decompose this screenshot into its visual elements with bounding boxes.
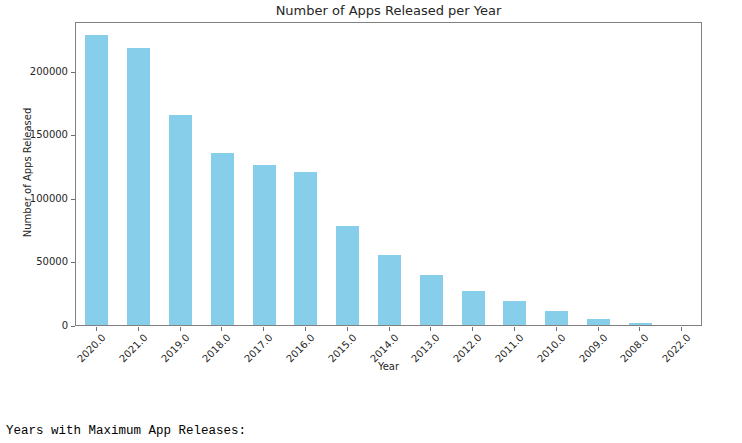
console-line: Years with Maximum App Releases: [6,423,246,440]
x-tick-mark [180,327,181,331]
bar-2016.0 [294,172,317,325]
chart-title: Number of Apps Released per Year [75,3,702,18]
bar-2009.0 [587,319,610,325]
x-tick-mark [96,327,97,331]
figure: Number of Apps Released per Year Number … [0,0,742,443]
x-tick-mark [598,327,599,331]
x-tick-mark [472,327,473,331]
bar-2010.0 [545,311,568,325]
bar-2013.0 [420,275,443,325]
x-tick-mark [347,327,348,331]
plot-area [75,22,702,326]
y-tick-label: 50000 [18,256,68,268]
x-tick-mark [221,327,222,331]
bar-2017.0 [253,165,276,325]
x-tick-mark [305,327,306,331]
x-axis-label: Year [75,361,702,372]
y-tick-mark [71,262,75,263]
x-tick-mark [138,327,139,331]
bar-2012.0 [462,291,485,325]
x-tick-mark [263,327,264,331]
bar-2019.0 [169,115,192,325]
y-tick-mark [71,326,75,327]
y-tick-mark [71,199,75,200]
y-tick-label: 0 [18,320,68,332]
x-tick-mark [681,327,682,331]
y-tick-label: 200000 [18,66,68,78]
x-tick-mark [389,327,390,331]
bar-2020.0 [85,35,108,325]
y-tick-label: 150000 [18,129,68,141]
x-tick-mark [514,327,515,331]
y-tick-mark [71,72,75,73]
y-tick-mark [71,135,75,136]
bar-2021.0 [127,48,150,325]
bar-2015.0 [336,226,359,325]
y-tick-label: 100000 [18,193,68,205]
x-tick-mark [556,327,557,331]
bar-2014.0 [378,255,401,325]
console-output: Years with Maximum App Releases: 2020.0 … [6,389,246,443]
x-tick-mark [430,327,431,331]
bar-2018.0 [211,153,234,325]
x-tick-mark [639,327,640,331]
bar-2011.0 [503,301,526,325]
bar-2008.0 [629,323,652,325]
